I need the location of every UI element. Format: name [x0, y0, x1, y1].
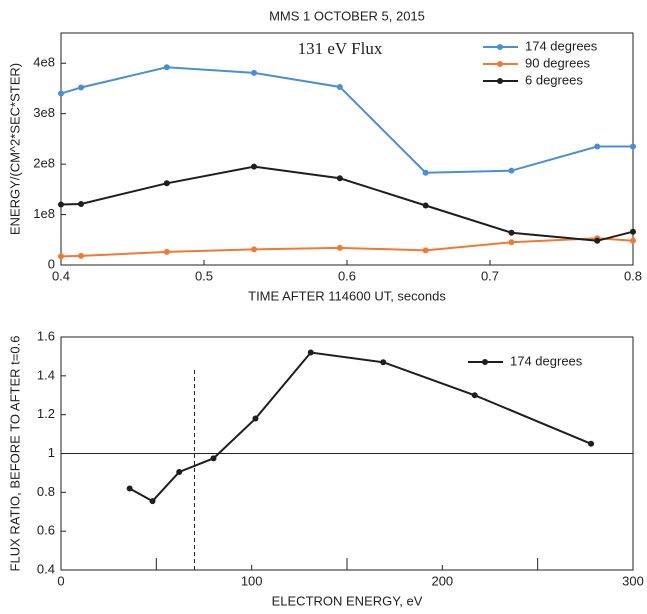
data-point — [508, 229, 515, 236]
data-point — [307, 349, 314, 356]
data-point — [58, 253, 64, 260]
chart-title: MMS 1 OCTOBER 5, 2015 — [269, 8, 425, 23]
data-point — [149, 498, 156, 505]
data-point — [210, 455, 217, 462]
y-tick-label: 1.6 — [37, 328, 55, 343]
x-tick-label: 200 — [431, 573, 453, 588]
data-point — [336, 83, 343, 90]
y-tick-label: 1.2 — [37, 406, 55, 421]
y-tick-label: 4e8 — [33, 55, 55, 70]
legend-label: 174 degrees — [510, 353, 583, 368]
y-tick-label: 0.6 — [37, 523, 55, 538]
data-point — [594, 237, 601, 244]
y-tick-label: 2e8 — [33, 156, 55, 171]
legend-marker — [497, 78, 503, 84]
series-line — [129, 351, 592, 503]
data-point — [58, 201, 64, 208]
data-point — [594, 143, 601, 150]
data-point — [251, 246, 258, 253]
data-point — [251, 163, 258, 170]
y-tick-label: 1 — [48, 445, 55, 460]
y-tick-label: 1e8 — [33, 206, 55, 221]
data-point — [630, 228, 636, 235]
y-tick-label: 1.4 — [37, 367, 55, 382]
y-tick-label: 0.4 — [37, 561, 55, 576]
data-point — [422, 169, 429, 176]
y-tick-label: 0 — [48, 256, 55, 271]
x-axis-label: ELECTRON ENERGY, eV — [272, 593, 423, 608]
data-point — [422, 202, 429, 209]
x-tick-label: 0.5 — [195, 268, 213, 283]
data-point — [78, 200, 85, 207]
y-tick-label: 0.8 — [37, 484, 55, 499]
legend-label: 90 degrees — [525, 55, 591, 70]
data-point — [380, 359, 387, 366]
data-point — [588, 440, 595, 447]
data-point — [508, 167, 515, 174]
legend-marker — [497, 44, 503, 50]
y-tick-label: 3e8 — [33, 105, 55, 120]
legend-marker — [497, 61, 503, 67]
x-axis-label: TIME AFTER 114600 UT, seconds — [248, 288, 446, 303]
data-point — [252, 415, 259, 422]
series-line — [60, 165, 634, 242]
data-point — [336, 244, 343, 251]
x-tick-label: 0.7 — [481, 268, 499, 283]
x-tick-label: 0.4 — [52, 268, 70, 283]
data-point — [176, 468, 183, 475]
series-line — [60, 237, 634, 258]
annotation: 131 eV Flux — [298, 39, 383, 58]
data-point — [78, 84, 85, 91]
x-tick-label: 0 — [57, 573, 64, 588]
data-point — [630, 143, 636, 150]
data-point — [163, 248, 170, 255]
legend-marker — [482, 359, 488, 365]
data-point — [630, 237, 636, 244]
x-tick-label: 100 — [241, 573, 263, 588]
x-tick-label: 0.8 — [624, 268, 642, 283]
y-axis-label: ENERGY/(CM^2*SEC*STER) — [7, 63, 22, 235]
data-point — [163, 64, 170, 71]
legend-label: 174 degrees — [525, 38, 598, 53]
data-point — [126, 485, 133, 492]
data-point — [163, 180, 170, 187]
x-tick-label: 0.6 — [338, 268, 356, 283]
legend-label: 6 degrees — [525, 72, 583, 87]
data-point — [471, 392, 478, 399]
data-point — [336, 175, 343, 182]
y-axis-label: FLUX RATIO, BEFORE TO AFTER t=0.6 — [7, 336, 22, 572]
data-point — [251, 69, 258, 76]
data-point — [508, 239, 515, 246]
data-point — [58, 90, 64, 97]
x-tick-label: 300 — [622, 573, 644, 588]
data-point — [422, 247, 429, 254]
data-point — [78, 252, 85, 259]
